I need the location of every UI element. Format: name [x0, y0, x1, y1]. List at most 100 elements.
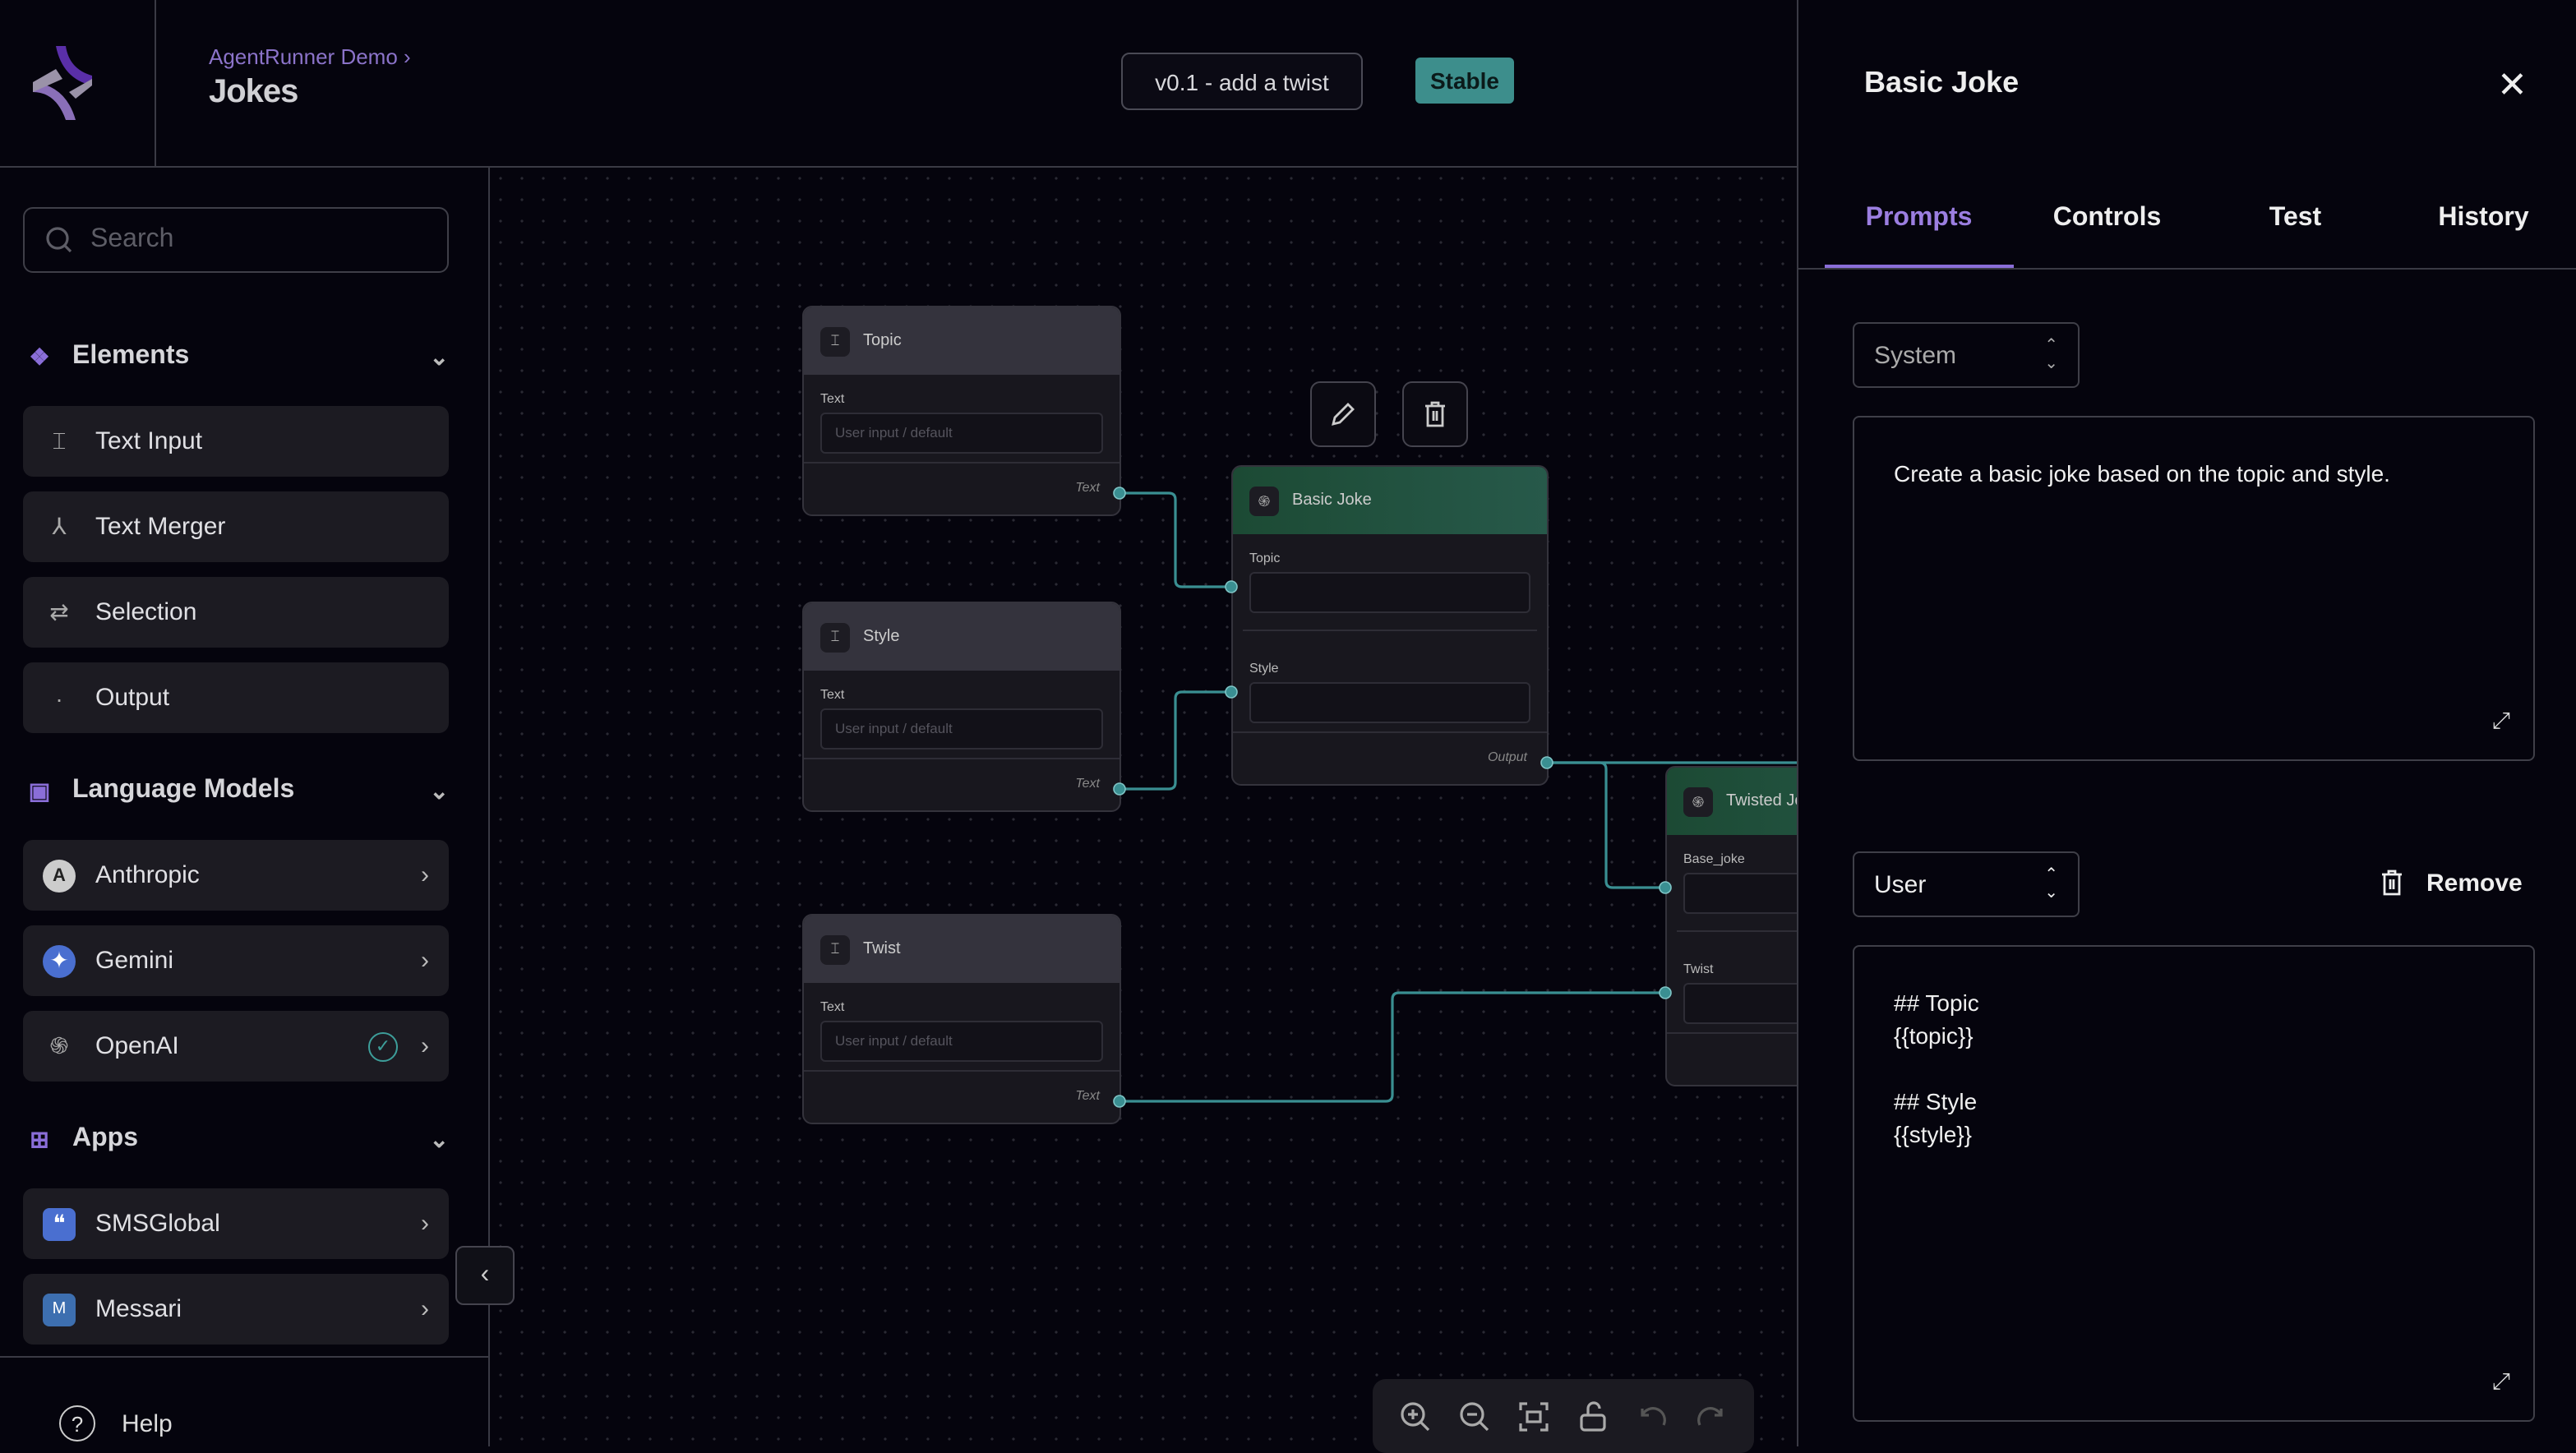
user-prompt-textarea[interactable]: ## Topic {{topic}} ## Style {{style}} ⤢ [1853, 945, 2535, 1422]
node-header: ⌶ Topic [804, 307, 1119, 375]
chevron-left-icon: ‹ [480, 1261, 490, 1289]
field-label: Text [820, 391, 845, 406]
remove-label: Remove [2426, 869, 2523, 897]
tab-test[interactable]: Test [2269, 204, 2322, 232]
sidebar-item-smsglobal[interactable]: ❝ SMSGlobal › [23, 1188, 449, 1259]
output-label: Text [804, 462, 1119, 514]
select-value: User [1874, 870, 1927, 898]
unlock-icon[interactable] [1577, 1400, 1609, 1432]
text-input-icon: ⌶ [820, 934, 850, 964]
sidebar-item-anthropic[interactable]: A Anthropic › [23, 840, 449, 911]
apps-icon: ⊞ [30, 1125, 49, 1151]
help-link[interactable]: ? Help [59, 1405, 173, 1441]
chevron-down-icon[interactable]: ⌄ [429, 1125, 449, 1151]
sidebar-item-text-merger[interactable]: ⅄ Text Merger [23, 491, 449, 562]
role-select-system[interactable]: System ⌃ ⌄ [1853, 322, 2080, 388]
node-title: Basic Joke [1292, 491, 1372, 510]
version-button[interactable]: v0.1 - add a twist [1121, 53, 1363, 110]
chevron-right-icon[interactable]: › [421, 1031, 429, 1059]
panel-tabs: Prompts Controls Test History [1825, 194, 2576, 268]
sidebar-item-messari[interactable]: M Messari › [23, 1274, 449, 1345]
sidebar-item-selection[interactable]: ⇄ Selection [23, 577, 449, 648]
node-header: ֍ Basic Joke [1233, 467, 1547, 534]
zoom-in-icon[interactable] [1399, 1400, 1432, 1432]
text-input-icon: ⌶ [52, 427, 67, 454]
search-icon [46, 227, 72, 253]
collapse-sidebar-button[interactable]: ‹ [455, 1246, 515, 1305]
role-select-user[interactable]: User ⌃ ⌄ [1853, 851, 2080, 917]
input-field[interactable] [1683, 983, 1797, 1024]
logo-area [0, 0, 156, 166]
text-field[interactable]: User input / default [820, 708, 1103, 750]
section-language-models[interactable]: ▣ Language Models ⌄ [23, 774, 449, 807]
item-label: SMSGlobal [95, 1210, 220, 1238]
merge-icon: ⅄ [52, 513, 67, 539]
system-prompt-textarea[interactable]: Create a basic joke based on the topic a… [1853, 416, 2535, 761]
sidebar-divider [0, 1356, 488, 1358]
item-label: Gemini [95, 947, 174, 975]
canvas-toolbar [1373, 1379, 1754, 1453]
status-badge: Stable [1415, 58, 1514, 104]
tab-controls[interactable]: Controls [2052, 204, 2162, 232]
item-label: Text Input [95, 427, 203, 455]
header-divider [0, 166, 1797, 168]
item-label: Messari [95, 1295, 182, 1323]
node-basic-joke[interactable]: ֍ Basic Joke Topic Style Output [1231, 465, 1549, 786]
expand-icon[interactable]: ⤢ [2491, 1368, 2510, 1394]
tab-prompts[interactable]: Prompts [1825, 194, 2013, 268]
expand-icon[interactable]: ⤢ [2491, 707, 2510, 733]
sidebar-item-gemini[interactable]: ✦ Gemini › [23, 925, 449, 996]
search-input[interactable]: Search [23, 207, 449, 273]
chevron-right-icon[interactable]: › [421, 947, 429, 975]
node-footer [1667, 1032, 1797, 1085]
close-icon[interactable]: ✕ [2497, 64, 2528, 105]
input-label: Twist [1683, 962, 1714, 976]
chevron-down-icon[interactable]: ⌄ [429, 777, 449, 803]
robot-icon: ▣ [28, 777, 51, 803]
node-twist[interactable]: ⌶ Twist Text User input / default Text [802, 914, 1121, 1124]
breadcrumb[interactable]: AgentRunner Demo › [209, 44, 411, 69]
zoom-out-icon[interactable] [1458, 1400, 1491, 1432]
remove-prompt-button[interactable]: Remove [2377, 868, 2523, 897]
flow-canvas[interactable] [490, 168, 1797, 1446]
field-label: Text [820, 999, 845, 1014]
item-label: Output [95, 684, 170, 712]
edit-node-button[interactable] [1310, 381, 1376, 447]
trash-icon [1425, 401, 1445, 427]
pencil-icon [1332, 403, 1355, 426]
input-field[interactable] [1683, 873, 1797, 914]
panel-title: Basic Joke [1864, 66, 2020, 99]
chevron-right-icon[interactable]: › [421, 861, 429, 889]
text-field[interactable]: User input / default [820, 1021, 1103, 1062]
edges [1119, 491, 1797, 1103]
sidebar-item-text-input[interactable]: ⌶ Text Input [23, 406, 449, 477]
redo-icon[interactable] [1695, 1400, 1728, 1432]
delete-node-button[interactable] [1402, 381, 1468, 447]
node-style[interactable]: ⌶ Style Text User input / default Text [802, 602, 1121, 812]
input-field[interactable] [1249, 682, 1530, 723]
trash-icon [2382, 869, 2402, 896]
node-twisted-joke[interactable]: ֍ Twisted Jo Base_joke Twist [1665, 766, 1797, 1086]
chevron-down-icon[interactable]: ⌄ [429, 343, 449, 369]
tab-history[interactable]: History [2438, 204, 2529, 232]
input-field[interactable] [1249, 572, 1530, 613]
chevron-right-icon[interactable]: › [421, 1210, 429, 1238]
node-title: Twisted Jo [1726, 792, 1797, 810]
item-label: Selection [95, 598, 197, 626]
fit-view-icon[interactable] [1517, 1400, 1550, 1432]
section-elements[interactable]: ❖ Elements ⌄ [23, 340, 449, 373]
undo-icon[interactable] [1636, 1400, 1669, 1432]
section-title: Language Models [72, 776, 295, 804]
sidebar-item-openai[interactable]: ֍ OpenAI ✓ › [23, 1011, 449, 1082]
section-apps[interactable]: ⊞ Apps ⌄ [23, 1123, 449, 1155]
openai-icon: ֍ [1249, 486, 1279, 515]
gemini-icon: ✦ [43, 944, 76, 977]
node-topic[interactable]: ⌶ Topic Text User input / default Text [802, 306, 1121, 516]
prompt-text: Create a basic joke based on the topic a… [1894, 460, 2390, 487]
chevron-right-icon[interactable]: › [421, 1295, 429, 1323]
item-label: Text Merger [95, 513, 226, 541]
search-placeholder: Search [90, 225, 174, 253]
selection-icon: ⇄ [49, 598, 69, 625]
text-field[interactable]: User input / default [820, 413, 1103, 454]
sidebar-item-output[interactable]: · Output [23, 662, 449, 733]
